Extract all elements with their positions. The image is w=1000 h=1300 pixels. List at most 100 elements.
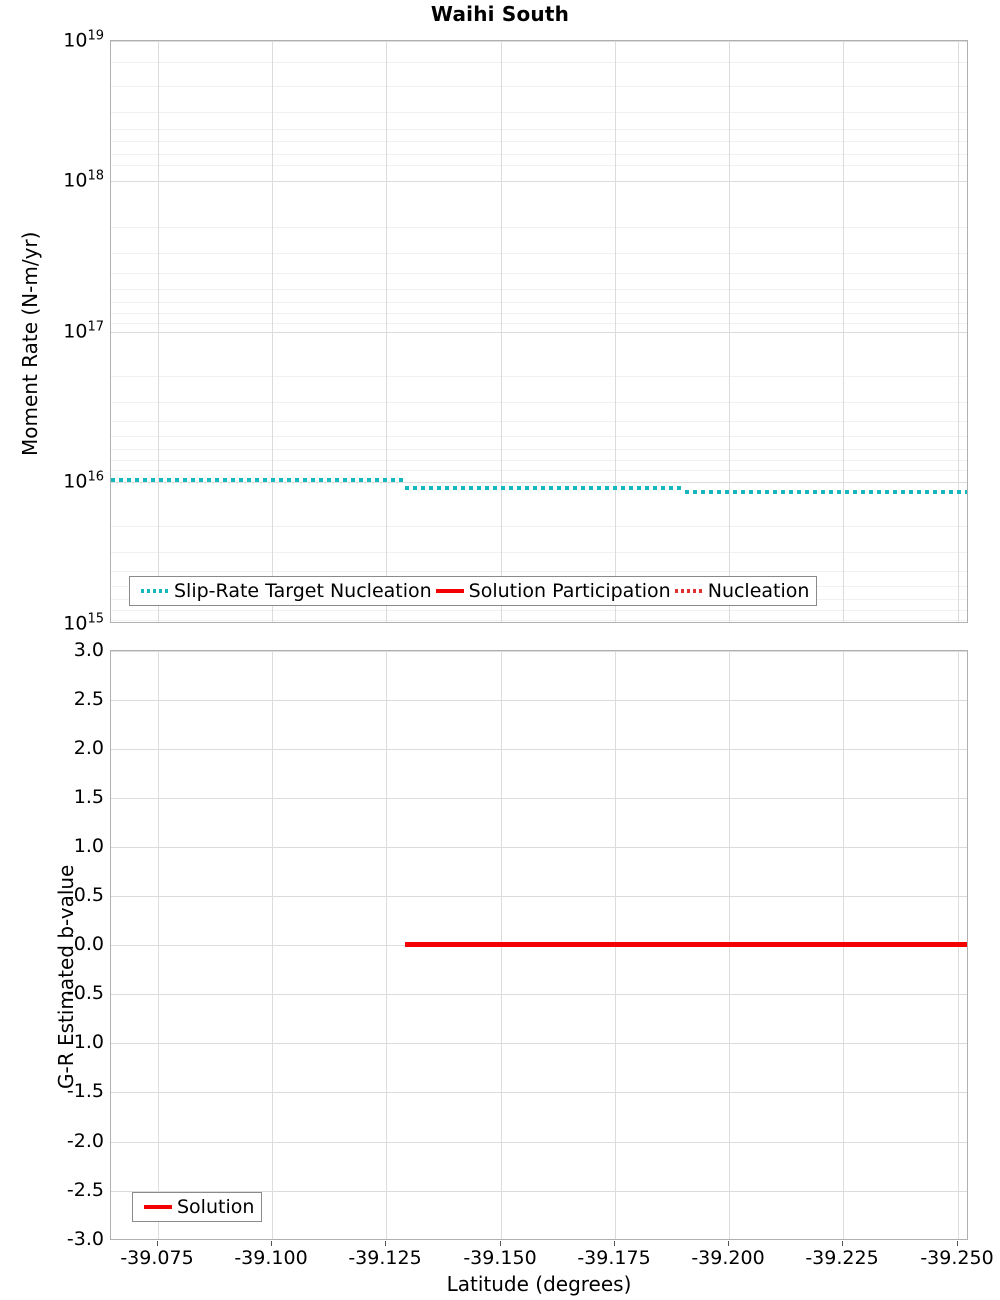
xtick-label: -39.075	[120, 1247, 194, 1269]
gridline-y--1.0	[111, 1043, 967, 1044]
legend-line-icon-red-solid	[144, 1205, 172, 1209]
gridline-x	[158, 651, 159, 1239]
b-value-axis-label: G-R Estimated b-value	[54, 864, 78, 1089]
xtick-mark	[728, 1241, 729, 1246]
xtick-mark	[842, 1241, 843, 1246]
legend-line-icon-red-solid	[435, 589, 464, 593]
xtick-mark	[500, 1241, 501, 1246]
gridline-x	[386, 41, 387, 622]
series-slip-rate-target-nucleation-segment	[685, 490, 967, 494]
gridline-y-2.5	[111, 700, 967, 701]
gridline-y--1.5	[111, 1092, 967, 1093]
gridline-y--2.0	[111, 1142, 967, 1143]
legend-line-icon-cyan-dotted	[141, 589, 169, 593]
gridline-1e17	[111, 332, 967, 333]
ytick-1e17: 1017	[63, 319, 104, 343]
legend-entry-solution-participation[interactable]: Solution Participation	[432, 579, 671, 602]
gridline-1e18	[111, 181, 967, 182]
gridline-minor	[111, 571, 967, 572]
gridline-minor	[111, 154, 967, 155]
gridline-minor	[111, 526, 967, 527]
ytick-1e15: 1015	[63, 611, 104, 635]
legend-entry-nucleation[interactable]: Nucleation	[671, 579, 810, 602]
gridline-x	[272, 41, 273, 622]
xtick-mark	[157, 1241, 158, 1246]
legend-label: Solution Participation	[468, 579, 671, 602]
xtick-label: -39.175	[577, 1247, 651, 1269]
b-value-ytick-labels: 3.0 2.5 2.0 1.5 1.0 0.5 0.0 -0.5 -1.0 -1…	[0, 639, 104, 1250]
gridline-y-1.0	[111, 847, 967, 848]
gridline-minor	[111, 302, 967, 303]
gridline-minor	[111, 165, 967, 166]
figure-title: Waihi South	[430, 2, 570, 26]
gridline-minor	[111, 253, 967, 254]
b-value-legend[interactable]: Solution	[132, 1192, 263, 1222]
gridline-minor	[111, 86, 967, 87]
ytick--1.5: -1.5	[66, 1080, 104, 1102]
gridline-minor	[111, 227, 967, 228]
ytick--2.0: -2.0	[66, 1130, 104, 1152]
b-value-plot-area: Solution	[110, 650, 968, 1240]
xtick-label: -39.225	[805, 1247, 879, 1269]
gridline-x	[615, 41, 616, 622]
gridline-y--0.5	[111, 994, 967, 995]
gridline-minor	[111, 273, 967, 274]
gridline-x	[158, 41, 159, 622]
legend-label: Nucleation	[707, 579, 810, 602]
gridline-minor	[111, 112, 967, 113]
ytick-1e18: 1018	[63, 168, 104, 192]
moment-rate-legend[interactable]: Slip-Rate Target Nucleation Solution Par…	[129, 576, 818, 606]
gridline-minor	[111, 436, 967, 437]
xtick-mark	[614, 1241, 615, 1246]
gridline-minor	[111, 610, 967, 611]
ytick-1.0: 1.0	[73, 835, 104, 857]
gridline-minor	[111, 376, 967, 377]
legend-entry-solution[interactable]: Solution	[140, 1197, 254, 1217]
gridline-minor	[111, 449, 967, 450]
gridline-minor	[111, 460, 967, 461]
gridline-minor	[111, 141, 967, 142]
xtick-label: -39.250	[920, 1247, 994, 1269]
ytick--0.5: -0.5	[66, 982, 104, 1004]
xtick-mark	[957, 1241, 958, 1246]
gridline-y-1.5	[111, 798, 967, 799]
gridline-x	[729, 41, 730, 622]
ytick-1.5: 1.5	[73, 786, 104, 808]
gridline-minor	[111, 62, 967, 63]
xtick-label: -39.100	[234, 1247, 308, 1269]
ytick--1.0: -1.0	[66, 1031, 104, 1053]
ytick-0.5: 0.5	[73, 884, 104, 906]
gridline-y-3.0	[111, 651, 967, 652]
gridline-y--2.5	[111, 1191, 967, 1192]
gridline-minor	[111, 129, 967, 130]
gridline-minor	[111, 421, 967, 422]
gridline-x	[958, 41, 959, 622]
ytick-2.0: 2.0	[73, 737, 104, 759]
ytick-1e19: 1019	[63, 28, 104, 52]
gridline-x	[272, 651, 273, 1239]
moment-rate-plot-area: Slip-Rate Target Nucleation Solution Par…	[110, 40, 968, 623]
legend-line-icon-red-dotted	[674, 589, 703, 593]
gridline-x	[386, 651, 387, 1239]
legend-label: Slip-Rate Target Nucleation	[174, 579, 432, 602]
series-solution-line	[405, 942, 967, 947]
series-slip-rate-target-nucleation-segment	[405, 486, 685, 490]
moment-rate-axis-label: Moment Rate (N-m/yr)	[18, 231, 42, 456]
gridline-minor	[111, 313, 967, 314]
gridline-1e16	[111, 482, 967, 483]
legend-entry-slip-rate-target-nucleation[interactable]: Slip-Rate Target Nucleation	[137, 579, 432, 602]
xtick-mark	[271, 1241, 272, 1246]
latitude-axis-label: Latitude (degrees)	[446, 1272, 632, 1296]
ytick-0.0: 0.0	[73, 933, 104, 955]
xtick-label: -39.125	[348, 1247, 422, 1269]
moment-rate-ytick-labels: 1019 1018 1017 1016 1015	[0, 28, 104, 634]
xtick-label: -39.200	[691, 1247, 765, 1269]
gridline-minor	[111, 552, 967, 553]
gridline-minor	[111, 323, 967, 324]
gridline-x	[501, 41, 502, 622]
gridline-x	[843, 41, 844, 622]
gridline-minor	[111, 620, 967, 621]
ytick-1e16: 1016	[63, 469, 104, 493]
ytick-2.5: 2.5	[73, 688, 104, 710]
ytick--3.0: -3.0	[66, 1228, 104, 1250]
